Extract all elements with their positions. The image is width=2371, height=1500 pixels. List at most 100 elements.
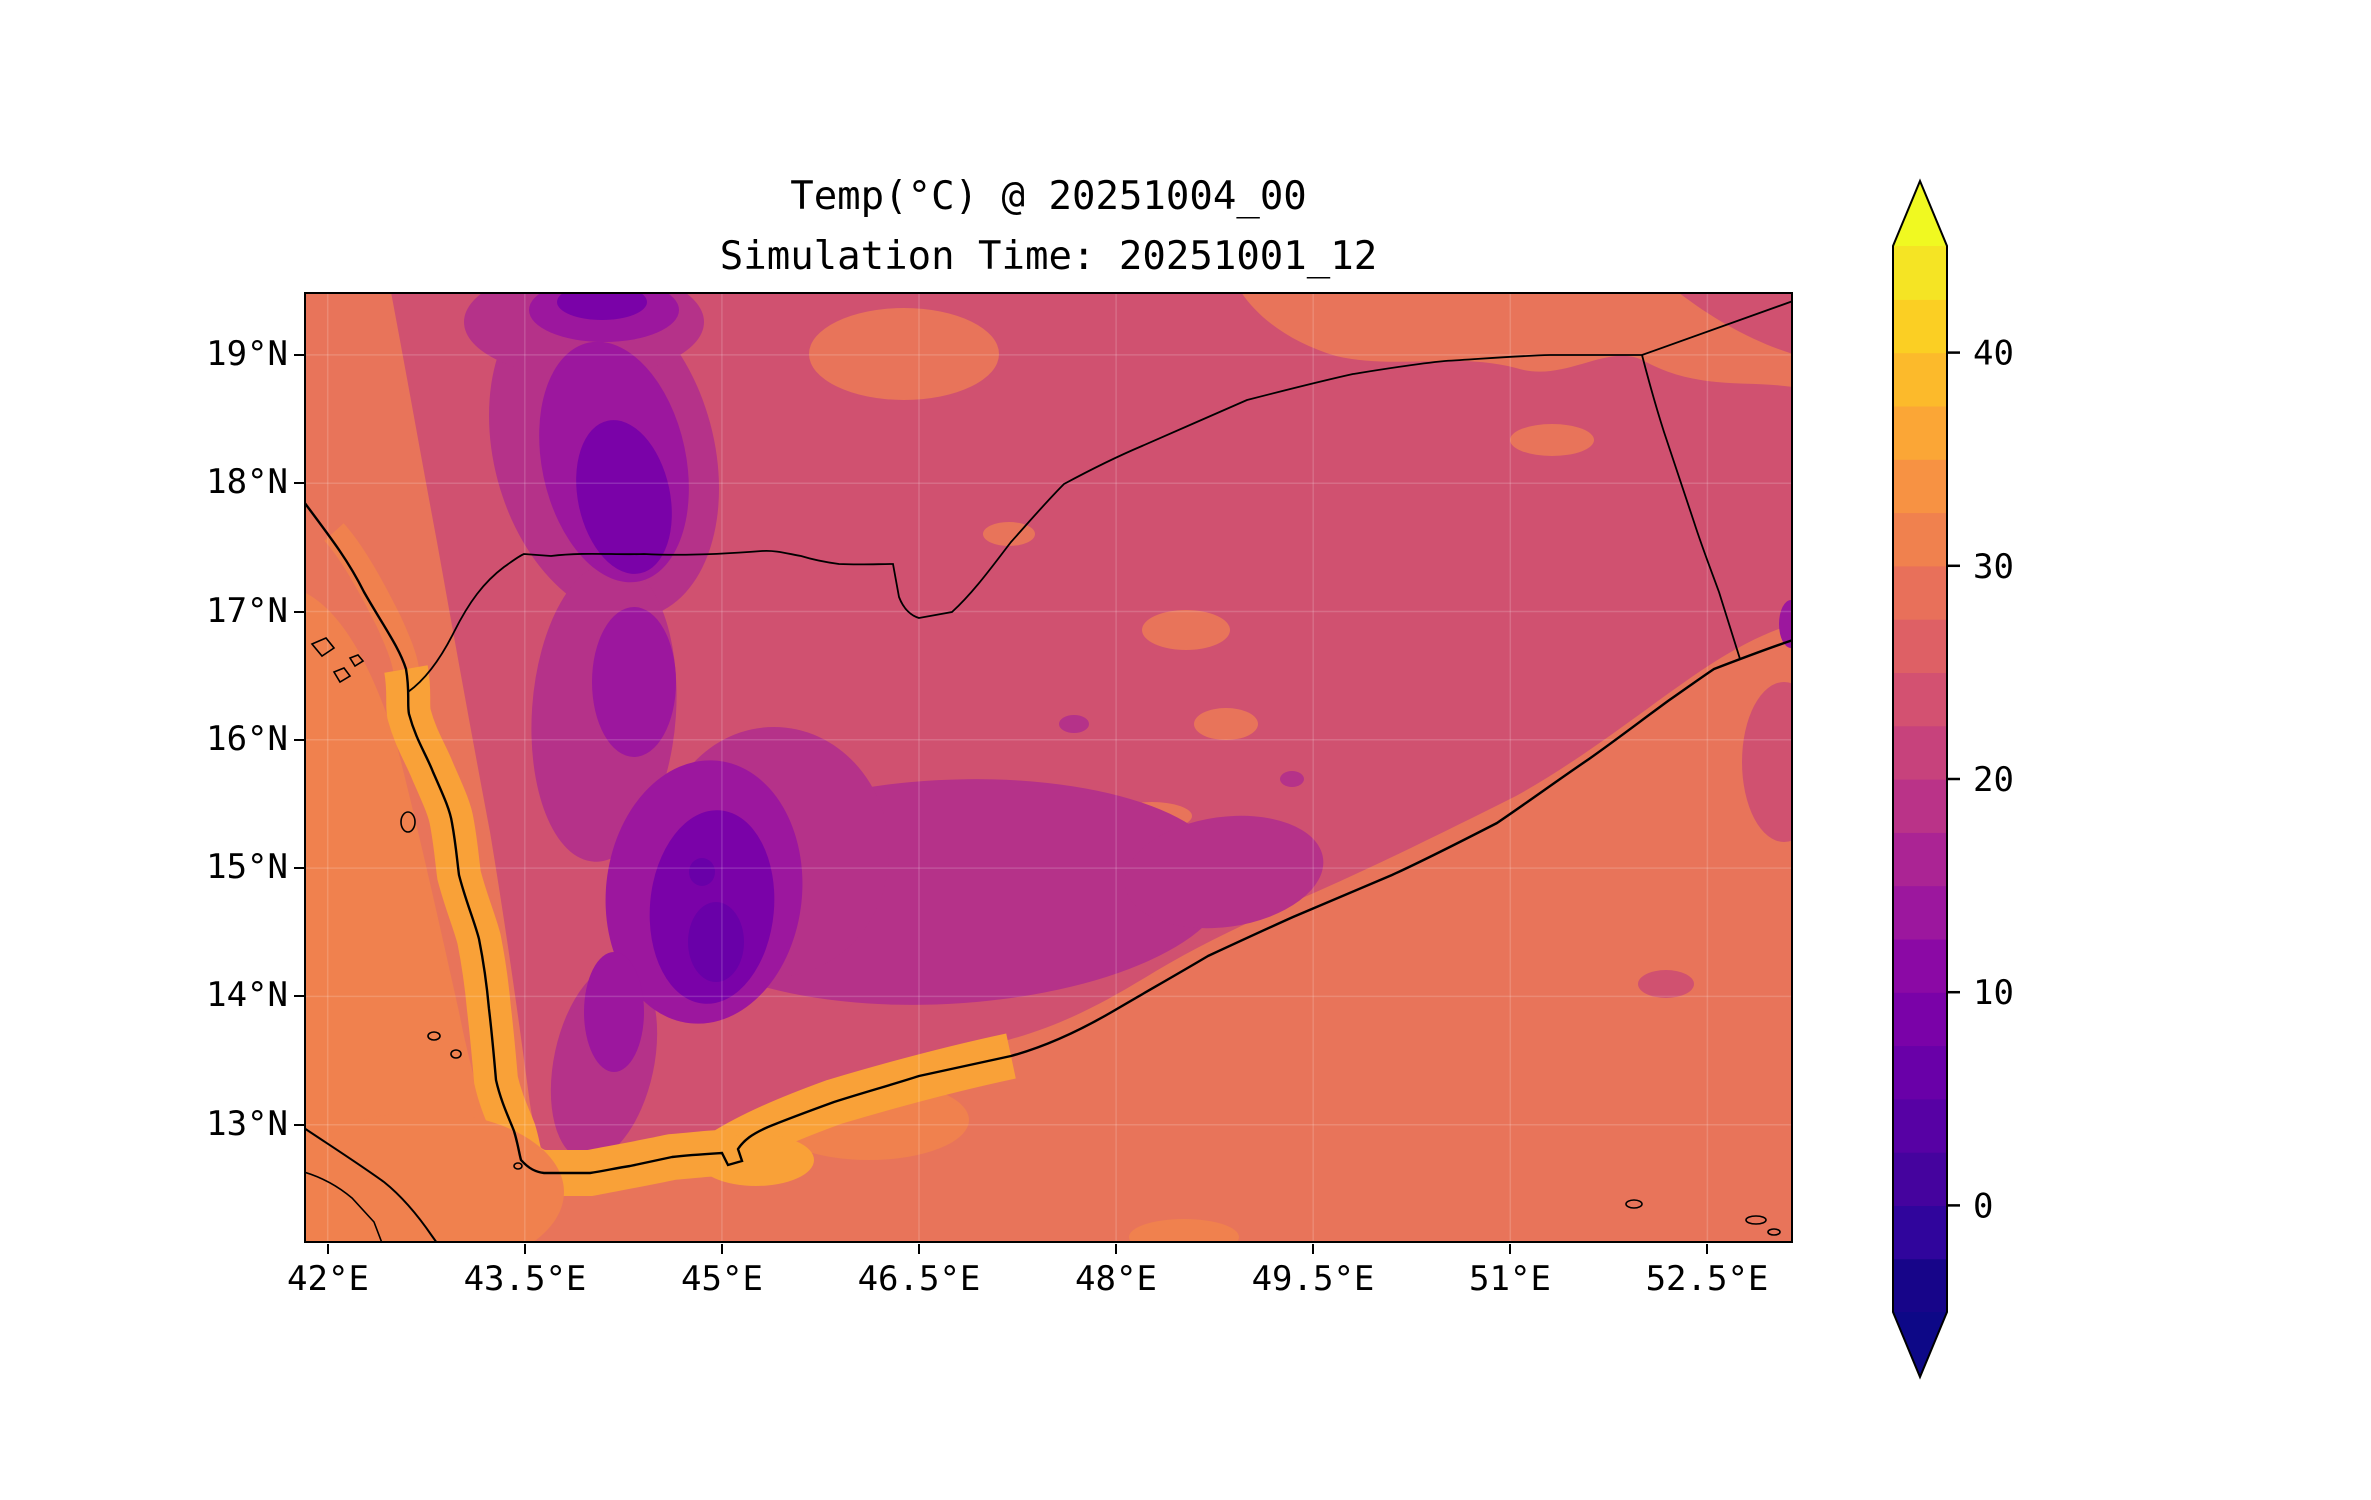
x-tick-label: 43.5°E xyxy=(463,1259,587,1299)
y-tick-mark xyxy=(294,995,304,997)
x-tick-label: 45°E xyxy=(681,1259,763,1299)
colorbar: 0 10 20 30 40 xyxy=(1892,178,2014,1380)
x-tick-mark xyxy=(1115,1244,1117,1254)
y-tick-label: 16°N xyxy=(206,719,288,759)
colorbar-band xyxy=(1893,619,1947,673)
y-tick-mark xyxy=(294,1124,304,1126)
y-tick-label: 19°N xyxy=(206,334,288,374)
colorbar-band xyxy=(1893,672,1947,727)
island-outline xyxy=(348,654,365,668)
island-outline xyxy=(400,811,416,833)
contour-fill-ne-corner-rose xyxy=(1678,292,1793,354)
map-plot xyxy=(304,292,1793,1243)
island-outline xyxy=(1767,1228,1781,1236)
colorbar-band xyxy=(1893,1258,1947,1313)
contour-fill-salmon-patch xyxy=(809,308,999,400)
colorbar-outline xyxy=(1892,178,1948,1380)
contour-fill-purple-top xyxy=(557,292,647,320)
colorbar-band xyxy=(1893,565,1947,620)
contour-fill-purple-core-north xyxy=(576,420,672,574)
x-tick-mark xyxy=(1706,1244,1708,1254)
border-saudi-yemen xyxy=(407,354,1642,693)
island-outline xyxy=(1745,1215,1767,1225)
contour-fill-magenta-spot xyxy=(1280,771,1304,787)
x-tick-mark xyxy=(721,1244,723,1254)
graticule xyxy=(304,292,1793,1243)
x-tick-label: 52.5°E xyxy=(1645,1259,1769,1299)
colorbar-tick-label: 10 xyxy=(1973,973,2014,1013)
colorbar-extend-over xyxy=(1893,181,1947,246)
colorbar-band xyxy=(1893,725,1947,780)
island-outline xyxy=(310,637,336,658)
x-tick-label: 42°E xyxy=(287,1259,369,1299)
contour-fill-redsea-orange xyxy=(304,592,534,1243)
colorbar-band xyxy=(1893,299,1947,354)
island-outlines xyxy=(310,637,1781,1236)
colorbar-band xyxy=(1893,885,1947,940)
y-tick-mark xyxy=(294,611,304,613)
colorbar-band xyxy=(1893,1045,1947,1100)
contour-fill-sea-rose-patch xyxy=(1638,970,1694,998)
y-tick-mark xyxy=(294,867,304,869)
colorbar-band xyxy=(1893,512,1947,567)
contour-fill-salmon-patch xyxy=(1194,708,1258,740)
colorbar-band xyxy=(1893,938,1947,993)
contour-fill-cold-core xyxy=(689,858,715,886)
colorbar-band xyxy=(1893,352,1947,407)
contour-fill-sea-rose-patch xyxy=(1742,682,1793,842)
contour-fill-cold-core xyxy=(688,902,744,982)
border-saudi-oman xyxy=(1641,300,1793,356)
colorbar-band xyxy=(1893,1098,1947,1153)
colorbar-band xyxy=(1893,992,1947,1047)
x-tick-mark xyxy=(1312,1244,1314,1254)
coastal-orange-blob-aden xyxy=(698,1134,814,1186)
x-tick-label: 46.5°E xyxy=(857,1259,981,1299)
colorbar-extend-under xyxy=(1893,1312,1947,1377)
coastline-africa xyxy=(304,1127,438,1243)
y-tick-label: 17°N xyxy=(206,591,288,631)
contour-fill-salmon-patch xyxy=(1510,424,1594,456)
coastline xyxy=(304,501,1793,1175)
colorbar-band xyxy=(1893,1152,1947,1206)
border-africa xyxy=(304,1171,383,1243)
x-tick-label: 51°E xyxy=(1469,1259,1551,1299)
border-yemen-oman xyxy=(1641,354,1741,660)
colorbar-band xyxy=(1893,459,1947,514)
colorbar-band xyxy=(1893,779,1947,833)
x-tick-label: 49.5°E xyxy=(1251,1259,1375,1299)
contour-fill-magenta xyxy=(1124,815,1324,929)
x-tick-mark xyxy=(918,1244,920,1254)
contour-fill-magenta-spot xyxy=(1059,715,1089,733)
plot-title: Temp(°C) @ 20251004_00 xyxy=(790,174,1307,219)
y-tick-label: 13°N xyxy=(206,1104,288,1144)
island-outline xyxy=(332,667,352,684)
island-outline xyxy=(1625,1199,1643,1209)
contour-fill-sea-orange-spot xyxy=(1129,1219,1239,1243)
colorbar-band xyxy=(1893,246,1947,300)
island-outline xyxy=(427,1031,441,1041)
y-tick-label: 18°N xyxy=(206,462,288,502)
contour-fill-salmon-patch xyxy=(983,522,1035,546)
contour-fill-purple-magenta xyxy=(592,607,676,757)
contour-fill-purple-sliver-east xyxy=(1779,600,1793,648)
coastal-orange-band-north xyxy=(324,523,419,672)
colorbar-band xyxy=(1893,405,1947,460)
x-tick-mark xyxy=(327,1244,329,1254)
plot-subtitle: Simulation Time: 20251001_12 xyxy=(719,234,1378,279)
colorbar-band xyxy=(1893,832,1947,887)
contour-fill-purple-magenta xyxy=(584,952,644,1072)
contour-fill-sea-orange-sw xyxy=(304,1112,564,1243)
colorbar-tick-label: 30 xyxy=(1973,547,2014,587)
y-tick-mark xyxy=(294,482,304,484)
colorbar-tick-label: 0 xyxy=(1973,1186,1993,1226)
contour-fill-salmon-patch xyxy=(1142,610,1230,650)
island-outline xyxy=(450,1049,462,1059)
island-outline xyxy=(513,1162,523,1170)
x-tick-mark xyxy=(1509,1244,1511,1254)
colorbar-tick-label: 40 xyxy=(1973,334,2014,374)
y-tick-mark xyxy=(294,354,304,356)
x-tick-label: 48°E xyxy=(1075,1259,1157,1299)
colorbar-tick-label: 20 xyxy=(1973,760,2014,800)
map-frame xyxy=(304,292,1793,1243)
